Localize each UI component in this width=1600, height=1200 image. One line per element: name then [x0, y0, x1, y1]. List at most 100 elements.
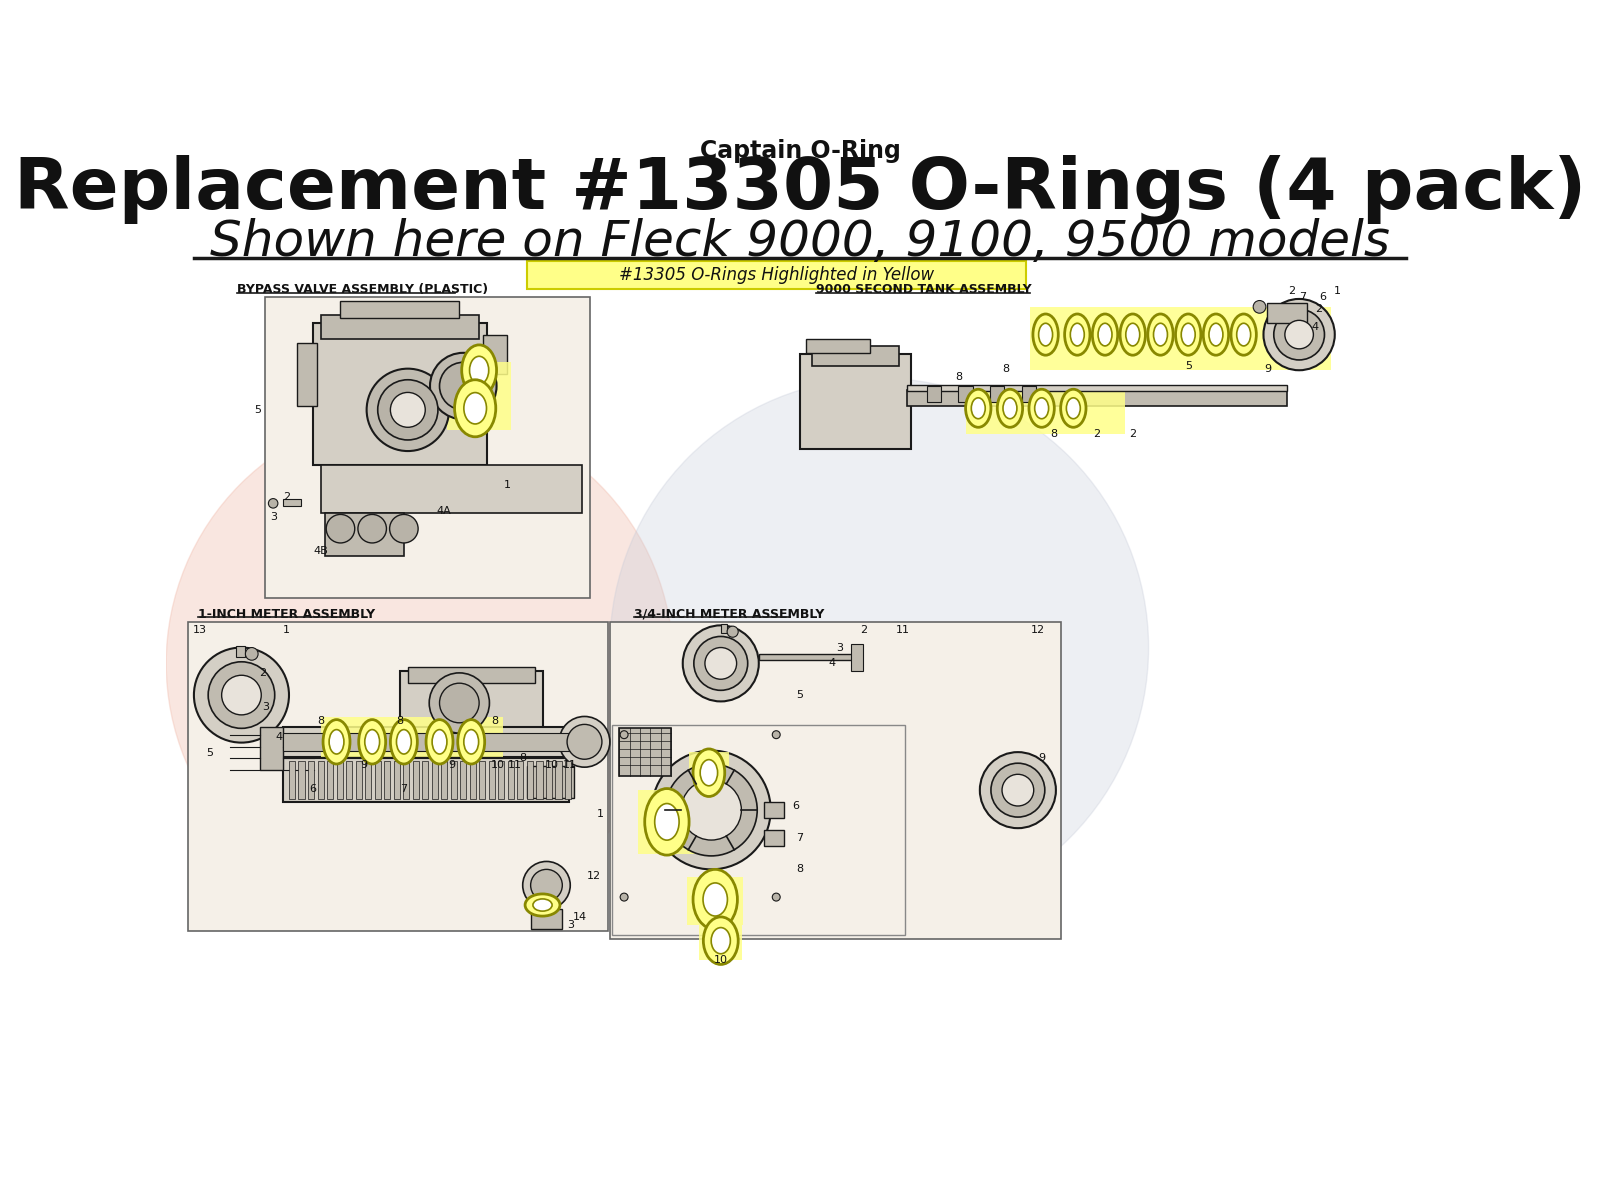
Text: 6: 6 [1320, 293, 1326, 302]
Text: BYPASS VALVE ASSEMBLY (PLASTIC): BYPASS VALVE ASSEMBLY (PLASTIC) [237, 283, 488, 296]
Bar [926, 386, 941, 402]
Circle shape [990, 763, 1045, 817]
Bar [1267, 302, 1307, 323]
Ellipse shape [1093, 314, 1118, 355]
Bar [290, 761, 296, 799]
Text: 1: 1 [504, 480, 510, 490]
Ellipse shape [1181, 323, 1195, 346]
Text: 10: 10 [714, 955, 728, 966]
Bar [638, 790, 698, 853]
Bar [346, 761, 352, 799]
Bar [851, 643, 864, 671]
Bar [355, 761, 362, 799]
Text: 7: 7 [400, 784, 408, 793]
Text: 9: 9 [1038, 754, 1045, 763]
Ellipse shape [1147, 314, 1173, 355]
Bar [320, 466, 582, 512]
Bar [320, 314, 478, 338]
Text: 2: 2 [859, 625, 867, 635]
Bar [966, 386, 1125, 433]
Bar [699, 925, 742, 960]
Ellipse shape [1003, 398, 1018, 419]
Text: 8: 8 [491, 716, 499, 726]
Bar [488, 761, 494, 799]
Bar [312, 323, 486, 466]
Ellipse shape [533, 899, 552, 911]
Bar [283, 499, 301, 505]
Text: 8: 8 [317, 716, 325, 726]
Ellipse shape [971, 398, 986, 419]
Ellipse shape [965, 389, 990, 427]
Bar [259, 727, 283, 770]
Ellipse shape [330, 730, 344, 754]
Text: Shown here on Fleck 9000, 9100, 9500 models: Shown here on Fleck 9000, 9100, 9500 mod… [210, 218, 1390, 266]
Text: #13305 O-Rings Highlighted in Yellow: #13305 O-Rings Highlighted in Yellow [619, 266, 934, 284]
Text: 9: 9 [448, 760, 454, 769]
Text: 8: 8 [518, 754, 526, 763]
Bar [365, 761, 371, 799]
Bar [283, 727, 584, 757]
Circle shape [726, 626, 738, 637]
Circle shape [694, 636, 747, 690]
Text: 5: 5 [254, 404, 261, 415]
Bar [610, 622, 1061, 940]
Ellipse shape [1029, 389, 1054, 427]
Text: Captain O-Ring: Captain O-Ring [699, 139, 901, 163]
Bar [531, 908, 562, 929]
Bar [507, 761, 514, 799]
Bar [432, 761, 438, 799]
Text: 2: 2 [283, 492, 290, 502]
Bar [907, 390, 1288, 406]
Bar [451, 761, 458, 799]
Circle shape [222, 676, 261, 715]
Circle shape [1264, 299, 1334, 371]
Text: 9: 9 [1264, 364, 1270, 373]
Circle shape [1285, 320, 1314, 349]
Ellipse shape [454, 379, 496, 437]
Text: 4B: 4B [314, 546, 328, 556]
Ellipse shape [1070, 323, 1085, 346]
Bar [317, 761, 323, 799]
Ellipse shape [710, 928, 730, 954]
Bar [266, 298, 590, 599]
Text: 1: 1 [1334, 286, 1341, 296]
Ellipse shape [1176, 314, 1202, 355]
Text: 3: 3 [270, 512, 277, 522]
Text: 9: 9 [360, 760, 368, 769]
Bar [619, 728, 670, 776]
Bar [765, 802, 784, 818]
Circle shape [269, 498, 278, 508]
Text: 4A: 4A [437, 506, 451, 516]
Text: 3: 3 [566, 920, 574, 930]
Text: 1: 1 [283, 625, 290, 635]
Circle shape [390, 515, 418, 542]
Text: 8: 8 [1003, 364, 1010, 373]
Text: 12: 12 [1030, 625, 1045, 635]
Text: 1: 1 [597, 809, 603, 818]
Text: 6: 6 [309, 784, 317, 793]
Circle shape [610, 378, 1149, 917]
Text: 8: 8 [955, 372, 962, 382]
Text: 3: 3 [837, 642, 843, 653]
Text: 3/4-INCH METER ASSEMBLY: 3/4-INCH METER ASSEMBLY [634, 608, 824, 620]
Ellipse shape [458, 720, 485, 764]
Text: 5: 5 [206, 748, 213, 758]
Bar [400, 671, 542, 746]
Bar [1022, 386, 1037, 402]
Ellipse shape [1154, 323, 1168, 346]
Text: 10: 10 [546, 760, 558, 769]
Circle shape [245, 648, 258, 660]
Bar [299, 761, 306, 799]
Text: 5: 5 [797, 690, 803, 700]
Ellipse shape [464, 392, 486, 424]
Ellipse shape [693, 749, 725, 797]
Bar [422, 761, 429, 799]
Bar [394, 761, 400, 799]
Bar [498, 761, 504, 799]
Ellipse shape [1126, 323, 1139, 346]
Bar [341, 300, 459, 318]
Bar [526, 761, 533, 799]
Circle shape [621, 893, 629, 901]
Circle shape [358, 515, 387, 542]
Bar [309, 761, 314, 799]
